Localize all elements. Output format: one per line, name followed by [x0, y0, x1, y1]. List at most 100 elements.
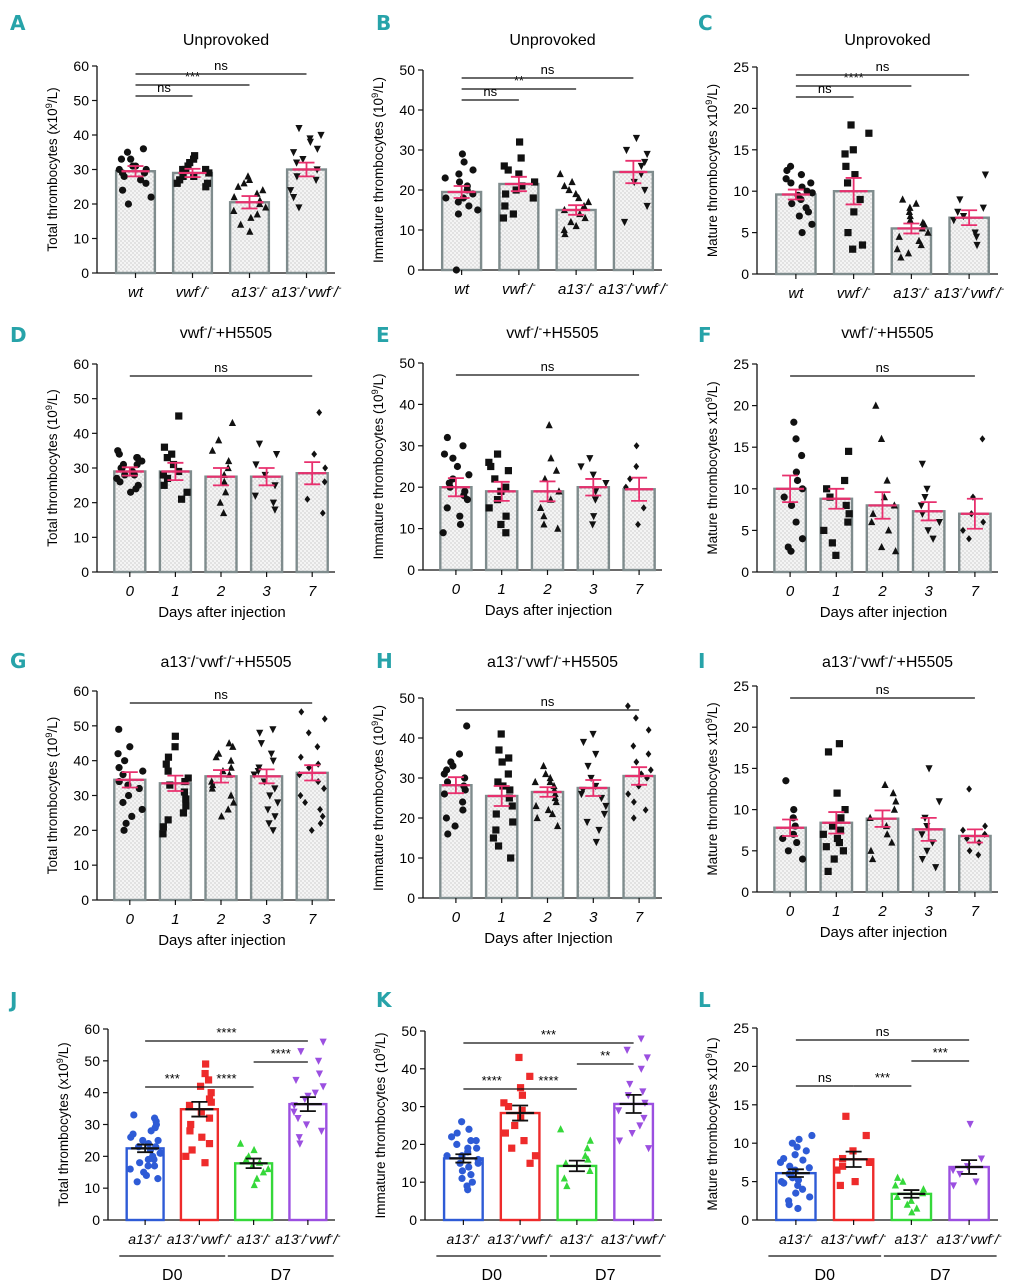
data-point — [795, 212, 803, 220]
data-point — [502, 190, 510, 198]
data-point — [271, 785, 279, 793]
data-point — [842, 162, 850, 170]
y-tick-label: 10 — [399, 850, 415, 866]
data-point — [568, 177, 576, 186]
x-tick-label: vwf-/- — [502, 279, 536, 298]
data-point — [272, 451, 281, 459]
data-point — [122, 819, 130, 827]
data-point — [127, 488, 135, 496]
significance-label: ** — [514, 73, 524, 88]
data-point — [918, 510, 927, 518]
data-point — [299, 156, 307, 164]
data-point — [171, 732, 179, 740]
y-axis-label: Total thrombocytes (109/L) — [44, 717, 61, 875]
data-point — [906, 203, 914, 211]
significance-label: ns — [541, 359, 555, 374]
data-point — [179, 165, 187, 174]
data-point — [501, 1129, 509, 1137]
data-point — [464, 1186, 472, 1194]
data-point — [917, 502, 925, 510]
y-tick-label: 0 — [92, 1212, 100, 1228]
y-axis-label: Immature thrombocytes (109/L) — [370, 77, 387, 263]
data-point — [317, 805, 323, 814]
data-point — [132, 485, 140, 493]
y-tick-label: 40 — [399, 102, 415, 118]
data-point — [208, 446, 217, 454]
x-tick-label: a13-/-vwf-/- — [272, 282, 342, 301]
data-point — [212, 753, 220, 761]
x-tick-label: 0 — [126, 911, 135, 928]
data-point — [144, 1162, 152, 1170]
data-point — [452, 266, 460, 274]
data-point — [977, 1155, 986, 1163]
data-point — [587, 774, 595, 783]
data-point — [625, 790, 632, 798]
data-point — [308, 826, 315, 834]
data-point — [315, 1070, 324, 1078]
data-point — [297, 791, 304, 800]
data-point — [259, 1168, 268, 1176]
data-point — [515, 138, 524, 146]
significance-label: ns — [818, 81, 832, 96]
data-point — [565, 185, 573, 194]
data-point — [473, 1144, 481, 1152]
x-axis-label: Days after injection — [820, 924, 948, 941]
x-tick-label: 3 — [262, 583, 271, 600]
data-point — [833, 1166, 841, 1174]
significance-label: *** — [185, 69, 200, 84]
y-tick-label: 50 — [399, 62, 415, 78]
data-point — [622, 146, 631, 155]
data-point — [464, 1144, 472, 1152]
data-point — [581, 1151, 589, 1159]
data-point — [826, 493, 834, 501]
data-point — [584, 762, 592, 771]
x-tick-label: 3 — [262, 911, 271, 928]
significance-label: **** — [482, 1073, 502, 1088]
data-point — [924, 527, 932, 535]
data-point — [302, 798, 308, 807]
data-point — [641, 158, 649, 167]
group-label: D7 — [930, 1267, 951, 1280]
data-point — [142, 179, 150, 187]
data-point — [497, 520, 505, 529]
data-point — [440, 450, 449, 458]
data-point — [205, 1140, 214, 1148]
chart-title: Unprovoked — [183, 32, 269, 49]
data-point — [866, 813, 874, 821]
data-point — [133, 1178, 141, 1186]
data-point — [647, 766, 654, 774]
data-point — [313, 145, 321, 153]
data-point — [179, 172, 187, 180]
data-point — [267, 750, 275, 758]
data-point — [459, 798, 467, 806]
data-point — [949, 1182, 958, 1190]
data-point — [293, 173, 301, 181]
data-point — [271, 813, 279, 821]
bar — [295, 472, 329, 574]
x-tick-label: 1 — [832, 903, 840, 920]
data-point — [205, 1114, 214, 1122]
data-point — [595, 826, 603, 835]
data-point — [560, 181, 569, 190]
data-point — [822, 843, 830, 851]
data-point — [819, 830, 827, 838]
panel-letter: L — [698, 988, 711, 1012]
data-point — [171, 743, 179, 751]
panel-letter: E — [376, 323, 390, 347]
data-point — [319, 812, 326, 820]
data-point — [849, 245, 857, 253]
data-point — [253, 1174, 261, 1182]
data-point — [592, 750, 600, 759]
data-point — [935, 798, 943, 806]
data-point — [918, 831, 926, 839]
data-point — [256, 729, 264, 737]
data-point — [807, 179, 815, 187]
data-point — [531, 1152, 540, 1160]
data-point — [799, 1156, 807, 1164]
data-point — [787, 179, 795, 187]
data-point — [823, 485, 831, 493]
bar — [556, 1164, 598, 1222]
data-point — [502, 512, 510, 520]
data-point — [591, 496, 599, 504]
